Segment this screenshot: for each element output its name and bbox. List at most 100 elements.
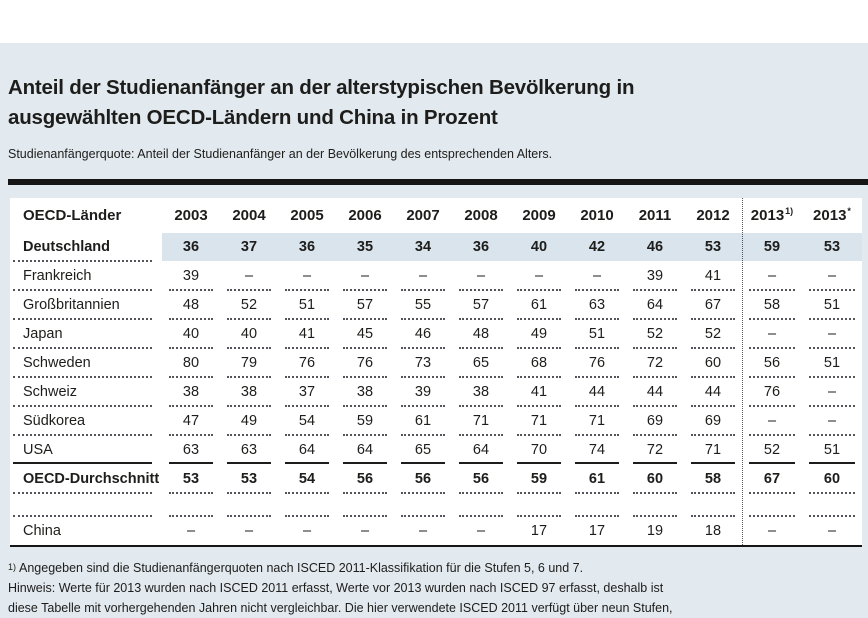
cell: 38 [336,377,394,407]
column-header-year: 2010 [580,206,614,224]
footnote-1-marker: 1) [8,562,17,572]
cell: 52 [220,290,278,320]
cell: 37 [240,238,258,255]
cell: 71 [452,406,510,436]
cell: 60 [802,464,862,494]
cell: 64 [626,290,684,320]
cell: 56 [742,348,802,378]
cell: 39 [626,261,684,291]
table-row-japan: Japan 40 40 41 45 46 48 49 51 52 52 – – [10,319,862,349]
cell: 46 [646,238,664,255]
cell: 46 [394,319,452,349]
cell: 17 [588,522,606,539]
column-header-year: 2012 [696,206,730,224]
cell: – [802,261,862,291]
cell: 55 [394,290,452,320]
cell: 80 [162,348,220,378]
cell: 72 [626,435,684,464]
table-row-deutschland: Deutschland 36 37 36 35 34 36 40 42 46 5… [10,232,862,262]
cell: 40 [220,319,278,349]
cell: 34 [414,238,432,255]
cell: 41 [684,261,742,291]
figure-background: Anteil der Studienanfänger an der alters… [0,43,868,618]
cell: 56 [336,464,394,494]
cell: 61 [568,464,626,494]
cell: 51 [802,290,862,320]
cell: 58 [742,290,802,320]
cell: 59 [510,464,568,494]
cell: 69 [626,406,684,436]
cell: 73 [394,348,452,378]
cell: 38 [220,377,278,407]
cell: 41 [278,319,336,349]
cell: – [827,522,837,539]
table-row-schweden: Schweden 80 79 76 76 73 65 68 76 72 60 5… [10,348,862,378]
cell: 17 [530,522,548,539]
cell: 40 [530,238,548,255]
page-title-line1: Anteil der Studienanfänger an der alters… [8,76,635,99]
cell: 54 [278,406,336,436]
cell: 51 [802,435,862,464]
table-row-oecd-durchschnitt: OECD-Durchschnitt 53 53 54 56 56 56 59 6… [10,464,862,494]
cell: 51 [568,319,626,349]
column-header-year: 2005 [290,206,324,224]
note-line-2: diese Tabelle mit vorhergehenden Jahren … [8,601,673,615]
row-label: Frankreich [10,261,162,291]
cell: 64 [278,435,336,464]
cell: 61 [510,290,568,320]
cell: 19 [646,522,664,539]
column-header-year: 2009 [522,206,556,224]
cell: 59 [336,406,394,436]
cell: 58 [684,464,742,494]
cell: – [244,522,254,539]
cell: 56 [394,464,452,494]
footnote-marker: 1) [785,206,794,216]
cell: – [360,522,370,539]
cell: 41 [510,377,568,407]
cell: 57 [452,290,510,320]
table-row-china: China – – – – – – 17 17 19 18 – – [10,516,862,545]
cell: 71 [684,435,742,464]
cell: 69 [684,406,742,436]
cell: 18 [704,522,722,539]
cell: 63 [220,435,278,464]
cell: – [742,406,802,436]
column-header-2013-isced: 2013 1) [750,206,794,224]
column-header-year: 2011 [638,206,672,224]
table-row-suedkorea: Südkorea 47 49 54 59 61 71 71 71 69 69 –… [10,406,862,436]
cell: 49 [220,406,278,436]
cell: 72 [626,348,684,378]
column-header-year: 2006 [348,206,382,224]
cell: 59 [763,238,781,255]
cell: 74 [568,435,626,464]
column-header-2013-star: 2013 * [813,206,851,224]
cell: 52 [742,435,802,464]
cell: 57 [336,290,394,320]
cell: 68 [510,348,568,378]
cell: 48 [452,319,510,349]
column-header-year: 2003 [174,206,208,224]
cell: 53 [162,464,220,494]
cell: 53 [704,238,722,255]
page-subtitle: Studienanfängerquote: Anteil der Studien… [8,147,553,161]
cell: 49 [510,319,568,349]
column-header-year: 2008 [464,206,498,224]
cell: 45 [336,319,394,349]
cell: 52 [626,319,684,349]
table-row-usa: USA 63 63 64 64 65 64 70 74 72 71 52 51 [10,435,862,464]
table-row-frankreich: Frankreich 39 – – – – – – – 39 41 – – [10,261,862,291]
row-label: OECD-Durchschnitt [10,464,162,494]
cell: 65 [394,435,452,464]
row-label: USA [10,435,162,464]
cell: 60 [626,464,684,494]
cell: 51 [278,290,336,320]
cell: 36 [298,238,316,255]
cell: 47 [162,406,220,436]
cell: 44 [626,377,684,407]
vertical-separator-2013 [742,198,743,545]
cell: 60 [684,348,742,378]
cell: 67 [684,290,742,320]
footnotes: 1) Angegeben sind die Studienanfängerquot… [8,558,868,618]
cell: 63 [568,290,626,320]
cell: – [452,261,510,291]
